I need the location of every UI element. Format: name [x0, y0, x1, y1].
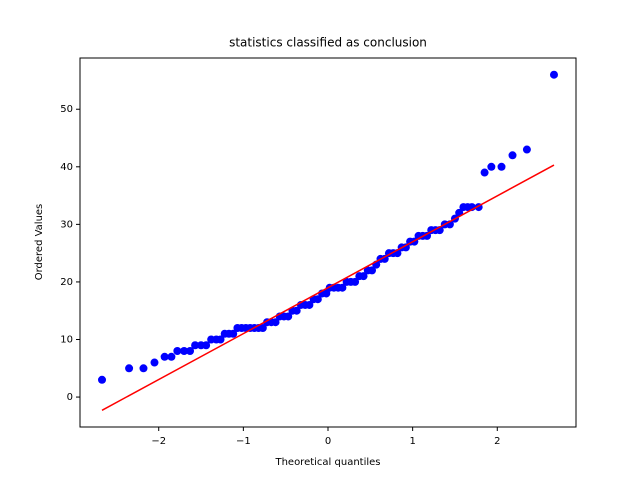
point	[322, 289, 331, 298]
point	[351, 277, 360, 286]
y-tick-label: 30	[60, 219, 73, 230]
y-tick-label: 20	[60, 277, 73, 288]
y-axis-label: Ordered Values	[34, 204, 45, 281]
point	[139, 364, 148, 373]
point	[167, 352, 176, 361]
point	[125, 364, 134, 373]
point	[549, 70, 558, 79]
point	[180, 347, 189, 356]
point	[271, 318, 280, 327]
point	[497, 162, 506, 171]
plot-frame	[79, 57, 577, 428]
point	[313, 295, 322, 304]
point	[202, 341, 211, 350]
point	[380, 254, 389, 263]
fit-line	[101, 164, 555, 411]
point	[191, 341, 200, 350]
point	[229, 329, 238, 338]
x-tick-label: −1	[236, 436, 251, 447]
x-tick-label: 2	[494, 436, 500, 447]
y-tick-label: 0	[67, 392, 73, 403]
point	[423, 231, 432, 240]
point	[292, 306, 301, 315]
x-tick-label: 0	[325, 436, 331, 447]
point	[522, 145, 531, 154]
point	[258, 323, 267, 332]
y-tick-label: 40	[60, 162, 73, 173]
point	[359, 272, 368, 281]
y-tick-label: 50	[60, 104, 73, 115]
point	[487, 162, 496, 171]
point	[284, 312, 293, 321]
point	[338, 283, 347, 292]
x-axis-label: Theoretical quantiles	[274, 457, 380, 468]
point	[186, 347, 195, 356]
point	[216, 335, 225, 344]
point	[305, 300, 314, 309]
point	[401, 243, 410, 252]
y-tick-label: 10	[60, 334, 73, 345]
point	[150, 358, 159, 367]
point	[368, 266, 377, 275]
x-tick-label: −2	[151, 436, 166, 447]
point	[98, 375, 107, 384]
point	[173, 347, 182, 356]
point	[160, 352, 169, 361]
x-tick-label: 1	[409, 436, 415, 447]
point	[480, 168, 489, 177]
point	[508, 151, 517, 160]
chart-title: statistics classified as conclusion	[229, 36, 427, 50]
